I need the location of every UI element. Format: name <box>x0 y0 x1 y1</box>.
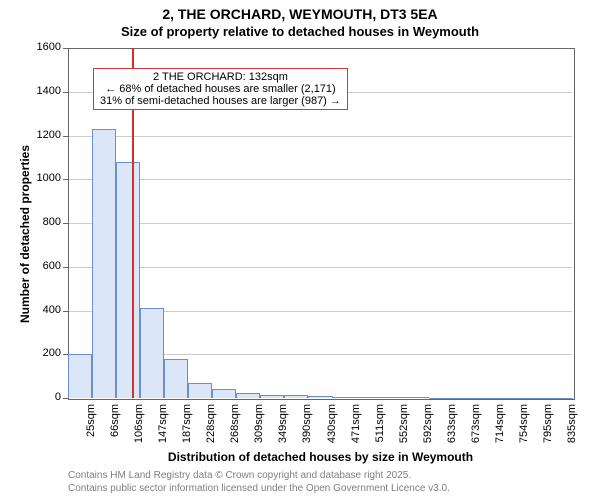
chart-title-2: Size of property relative to detached ho… <box>0 24 600 39</box>
x-tick-label: 471sqm <box>350 404 362 454</box>
y-tick-label: 800 <box>23 216 61 228</box>
histogram-bar <box>477 398 501 399</box>
histogram-bar <box>549 398 573 399</box>
x-tick-label: 795sqm <box>542 404 554 454</box>
histogram-bar <box>164 359 188 398</box>
chart-container: 2, THE ORCHARD, WEYMOUTH, DT3 5EA Size o… <box>0 0 600 500</box>
x-tick-label: 511sqm <box>374 404 386 454</box>
y-tick-label: 0 <box>23 391 61 403</box>
x-tick-label: 714sqm <box>494 404 506 454</box>
histogram-bar <box>260 395 284 398</box>
x-tick-label: 187sqm <box>181 404 193 454</box>
histogram-bar <box>68 354 92 398</box>
histogram-bar <box>236 393 260 398</box>
y-tick <box>63 267 68 268</box>
x-tick-label: 754sqm <box>518 404 530 454</box>
histogram-bar <box>188 383 212 398</box>
histogram-bar <box>116 162 140 398</box>
y-tick <box>63 136 68 137</box>
y-tick-label: 400 <box>23 304 61 316</box>
y-tick <box>63 311 68 312</box>
y-tick-label: 200 <box>23 347 61 359</box>
grid-line <box>69 179 572 180</box>
histogram-bar <box>501 398 525 399</box>
histogram-bar <box>308 396 332 398</box>
x-tick-label: 147sqm <box>157 404 169 454</box>
chart-title-1: 2, THE ORCHARD, WEYMOUTH, DT3 5EA <box>0 6 600 22</box>
x-tick-label: 228sqm <box>205 404 217 454</box>
histogram-bar <box>212 389 236 398</box>
histogram-bar <box>333 397 357 398</box>
x-tick-label: 430sqm <box>326 404 338 454</box>
grid-line <box>69 267 572 268</box>
grid-line <box>69 136 572 137</box>
x-tick-label: 25sqm <box>85 404 97 454</box>
x-tick-label: 268sqm <box>229 404 241 454</box>
y-tick-label: 600 <box>23 260 61 272</box>
y-tick-label: 1400 <box>23 85 61 97</box>
annotation-line-3: 31% of semi-detached houses are larger (… <box>100 95 341 107</box>
x-tick-label: 552sqm <box>398 404 410 454</box>
x-tick-label: 835sqm <box>566 404 578 454</box>
grid-line <box>69 223 572 224</box>
y-tick-label: 1000 <box>23 172 61 184</box>
histogram-bar <box>525 398 549 399</box>
y-tick <box>63 398 68 399</box>
histogram-bar <box>453 398 477 399</box>
histogram-bar <box>405 397 429 398</box>
x-tick-label: 309sqm <box>253 404 265 454</box>
y-tick-label: 1200 <box>23 129 61 141</box>
histogram-bar <box>357 397 381 398</box>
y-tick <box>63 92 68 93</box>
histogram-bar <box>92 129 116 398</box>
y-tick <box>63 179 68 180</box>
x-tick-label: 66sqm <box>109 404 121 454</box>
x-tick-label: 349sqm <box>277 404 289 454</box>
annotation-box: 2 THE ORCHARD: 132sqm← 68% of detached h… <box>93 68 348 110</box>
x-tick-label: 673sqm <box>470 404 482 454</box>
annotation-line-1: 2 THE ORCHARD: 132sqm <box>100 71 341 83</box>
x-tick-label: 106sqm <box>133 404 145 454</box>
x-tick-label: 592sqm <box>422 404 434 454</box>
annotation-line-2: ← 68% of detached houses are smaller (2,… <box>100 83 341 95</box>
y-tick <box>63 48 68 49</box>
x-tick-label: 633sqm <box>446 404 458 454</box>
footer-line-2: Contains public sector information licen… <box>68 483 450 494</box>
y-tick-label: 1600 <box>23 41 61 53</box>
histogram-bar <box>140 308 164 398</box>
footer-line-1: Contains HM Land Registry data © Crown c… <box>68 470 411 481</box>
y-tick <box>63 223 68 224</box>
histogram-bar <box>284 395 308 398</box>
histogram-bar <box>429 398 453 399</box>
x-tick-label: 390sqm <box>301 404 313 454</box>
histogram-bar <box>381 397 405 398</box>
